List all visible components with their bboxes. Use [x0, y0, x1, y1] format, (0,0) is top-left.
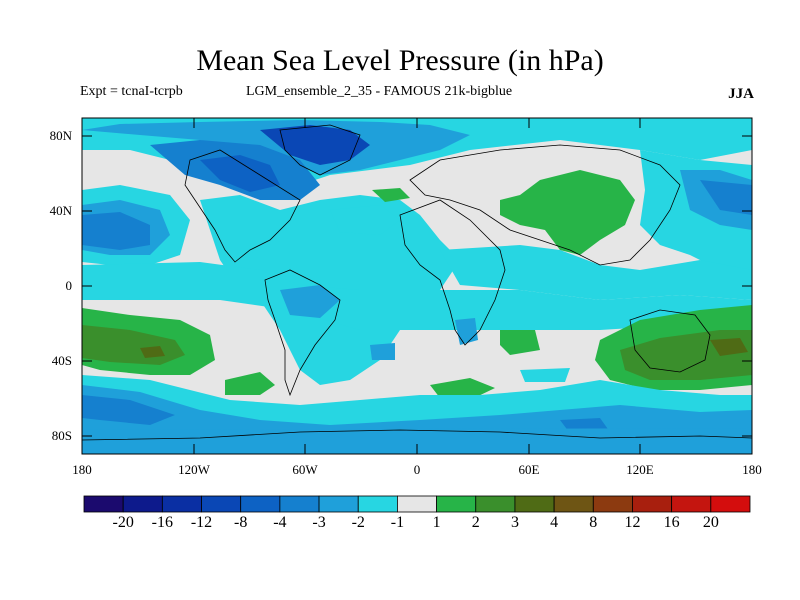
colorbar-swatch — [201, 495, 242, 513]
colorbar-label: 3 — [510, 514, 519, 531]
colorbar-label: 20 — [702, 514, 719, 531]
colorbar-label: -12 — [190, 514, 213, 531]
mid-atlantic-neg — [330, 205, 400, 235]
lon-label-0: 0 — [413, 462, 421, 477]
lat-label-80s: 80S — [51, 428, 72, 443]
colorbar-swatch — [318, 495, 359, 513]
south-indian-neg1 — [520, 368, 570, 382]
colorbar-label: 8 — [589, 514, 598, 531]
colorbar — [83, 495, 751, 513]
colorbar-swatch — [357, 495, 398, 513]
lat-label-40n: 40N — [49, 203, 72, 218]
colorbar-label: -1 — [390, 514, 405, 531]
south-indian-pos1 — [430, 378, 495, 400]
australia-coast — [629, 309, 711, 373]
plot-title: Mean Sea Level Pressure (in hPa) — [196, 44, 604, 77]
greenland-coast — [279, 124, 361, 176]
south-atlantic-pos1 — [225, 372, 275, 395]
colorbar-swatch — [475, 495, 516, 513]
colorbar-swatch — [553, 495, 594, 513]
labrador-neg4 — [200, 155, 280, 192]
colorbar-swatch — [710, 495, 751, 513]
colorbar-swatch — [279, 495, 320, 513]
africa-coast — [399, 199, 506, 346]
lat-label-0: 0 — [65, 278, 73, 293]
colorbar-label: -20 — [112, 514, 134, 531]
colorbar-label: -3 — [312, 514, 326, 531]
coastlines — [82, 124, 752, 441]
indian-ocean-neg — [440, 245, 752, 300]
experiment-label: Expt = tcnaI-tcrpb — [80, 84, 183, 99]
south-africa-pos1 — [500, 330, 540, 355]
colorbar-label: 16 — [663, 514, 680, 531]
season-label: JJA — [728, 86, 754, 102]
lat-label-80n: 80N — [49, 128, 72, 143]
colorbar-label: -4 — [273, 514, 287, 531]
south-america-coast — [264, 269, 341, 397]
antarctic-neg2 — [82, 428, 752, 454]
colorbar-label: 4 — [550, 514, 559, 531]
south-pacific-pos4 — [140, 346, 165, 358]
lon-label-120w: 120W — [178, 462, 210, 477]
ensemble-label: LGM_ensemble_2_35 - FAMOUS 21k-bigblue — [246, 84, 513, 99]
australia-pos4 — [710, 338, 748, 356]
north-atlantic-pos1 — [372, 188, 410, 202]
central-asia-pos1 — [500, 170, 635, 255]
south-atlantic-neg2 — [370, 343, 395, 360]
colorbar-swatch — [514, 495, 555, 513]
pressure-field — [82, 118, 752, 454]
colorbar-swatch — [632, 495, 673, 513]
tropical-negative — [82, 262, 752, 330]
lon-label-60w: 60W — [292, 462, 318, 477]
colorbar-swatch — [436, 495, 477, 513]
north-pacific-neg3 — [82, 212, 150, 250]
amazon-neg2 — [280, 285, 340, 318]
colorbar-swatch — [122, 495, 163, 513]
colorbar-swatch — [592, 495, 633, 513]
lon-label-180w: 180 — [72, 462, 92, 477]
eurasia-coast — [409, 144, 681, 266]
lon-label-120e: 120E — [626, 462, 654, 477]
colorbar-label: -16 — [151, 514, 173, 531]
lon-label-180e: 180 — [742, 462, 762, 477]
lon-label-60e: 60E — [518, 462, 540, 477]
colorbar-swatch — [240, 495, 281, 513]
colorbar-label: 2 — [471, 514, 480, 531]
axis-ticks — [82, 118, 752, 454]
lat-label-40s: 40S — [51, 353, 72, 368]
nw-pacific-neg3 — [700, 180, 752, 215]
colorbar-label: 12 — [624, 514, 641, 531]
colorbar-label: -2 — [351, 514, 365, 531]
colorbar-label: 1 — [432, 514, 441, 531]
colorbar-label: -8 — [234, 514, 248, 531]
southern-ocean-neg3 — [82, 395, 175, 425]
antarctica-coast — [82, 429, 752, 441]
colorbar-swatch — [671, 495, 712, 513]
colorbar-swatch — [161, 495, 202, 513]
greenland-neg8 — [260, 125, 370, 165]
north-atlantic-neg2 — [82, 120, 470, 175]
north-america-coast — [184, 149, 301, 263]
colorbar-swatch — [83, 495, 124, 513]
colorbar-swatch — [397, 495, 437, 513]
